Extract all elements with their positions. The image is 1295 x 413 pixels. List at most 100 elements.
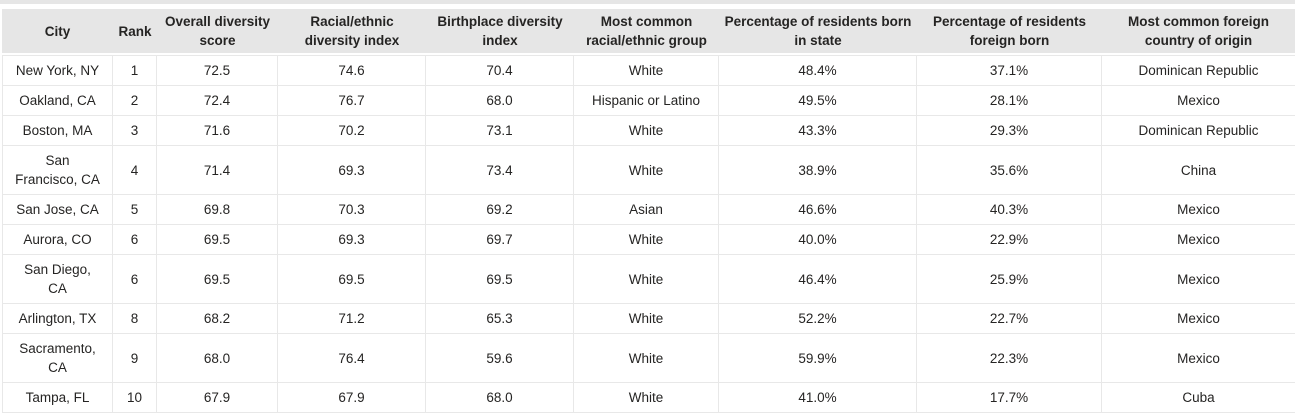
cell-birthplace-index: 73.1 — [426, 116, 574, 146]
cell-birthplace-index: 69.2 — [426, 195, 574, 225]
cell-pct-foreign-born: 17.7% — [917, 383, 1102, 413]
cell-rank: 1 — [113, 55, 157, 86]
cell-most-common-group: Asian — [574, 195, 719, 225]
column-header-overall-score[interactable]: Overall diversity score — [157, 9, 278, 55]
cell-pct-foreign-born: 29.3% — [917, 116, 1102, 146]
table-row: Tampa, FL 10 67.9 67.9 68.0 White 41.0% … — [2, 383, 1295, 413]
cell-city: Arlington, TX — [2, 304, 113, 334]
table-row: New York, NY 1 72.5 74.6 70.4 White 48.4… — [2, 55, 1295, 86]
city-diversity-table-visual: City Rank Overall diversity score Racial… — [2, 9, 1295, 413]
cell-most-common-group: White — [574, 146, 719, 195]
cell-city: Aurora, CO — [2, 225, 113, 255]
cell-rank: 9 — [113, 334, 157, 383]
cell-racial-ethnic-index: 76.4 — [278, 334, 426, 383]
cell-pct-foreign-born: 22.9% — [917, 225, 1102, 255]
table-row: Aurora, CO 6 69.5 69.3 69.7 White 40.0% … — [2, 225, 1295, 255]
cell-foreign-origin-country: Cuba — [1102, 383, 1295, 413]
header-row: City Rank Overall diversity score Racial… — [2, 9, 1295, 55]
cell-birthplace-index: 73.4 — [426, 146, 574, 195]
cell-rank: 8 — [113, 304, 157, 334]
cell-city: Oakland, CA — [2, 86, 113, 116]
cell-birthplace-index: 70.4 — [426, 55, 574, 86]
cell-foreign-origin-country: China — [1102, 146, 1295, 195]
cell-pct-foreign-born: 28.1% — [917, 86, 1102, 116]
column-header-rank[interactable]: Rank — [113, 9, 157, 55]
cell-most-common-group: White — [574, 304, 719, 334]
cell-birthplace-index: 59.6 — [426, 334, 574, 383]
cell-most-common-group: White — [574, 383, 719, 413]
cell-city: New York, NY — [2, 55, 113, 86]
table-row: Arlington, TX 8 68.2 71.2 65.3 White 52.… — [2, 304, 1295, 334]
cell-pct-born-in-state: 46.6% — [719, 195, 917, 225]
cell-foreign-origin-country: Mexico — [1102, 255, 1295, 304]
column-header-pct-foreign-born[interactable]: Percentage of residents foreign born — [917, 9, 1102, 55]
cell-pct-born-in-state: 59.9% — [719, 334, 917, 383]
cell-birthplace-index: 68.0 — [426, 86, 574, 116]
cell-pct-born-in-state: 46.4% — [719, 255, 917, 304]
cell-overall-score: 72.4 — [157, 86, 278, 116]
cell-overall-score: 69.5 — [157, 255, 278, 304]
cell-racial-ethnic-index: 67.9 — [278, 383, 426, 413]
cell-pct-born-in-state: 49.5% — [719, 86, 917, 116]
cell-pct-born-in-state: 38.9% — [719, 146, 917, 195]
table-row: San Diego, CA 6 69.5 69.5 69.5 White 46.… — [2, 255, 1295, 304]
cell-city: San Jose, CA — [2, 195, 113, 225]
cell-rank: 6 — [113, 225, 157, 255]
cell-pct-foreign-born: 40.3% — [917, 195, 1102, 225]
cell-most-common-group: White — [574, 255, 719, 304]
cell-pct-born-in-state: 40.0% — [719, 225, 917, 255]
cell-overall-score: 71.6 — [157, 116, 278, 146]
cell-racial-ethnic-index: 74.6 — [278, 55, 426, 86]
cell-most-common-group: White — [574, 334, 719, 383]
cell-racial-ethnic-index: 70.2 — [278, 116, 426, 146]
cell-overall-score: 72.5 — [157, 55, 278, 86]
cell-pct-born-in-state: 43.3% — [719, 116, 917, 146]
cell-city: Boston, MA — [2, 116, 113, 146]
cell-birthplace-index: 69.7 — [426, 225, 574, 255]
cell-pct-born-in-state: 52.2% — [719, 304, 917, 334]
cell-rank: 3 — [113, 116, 157, 146]
column-header-foreign-origin-country[interactable]: Most common foreign country of origin — [1102, 9, 1295, 55]
cell-pct-born-in-state: 41.0% — [719, 383, 917, 413]
cell-pct-foreign-born: 22.7% — [917, 304, 1102, 334]
cell-city: San Francisco, CA — [2, 146, 113, 195]
column-header-city[interactable]: City — [2, 9, 113, 55]
cell-racial-ethnic-index: 71.2 — [278, 304, 426, 334]
table-row: Sacramento, CA 9 68.0 76.4 59.6 White 59… — [2, 334, 1295, 383]
table-row: Oakland, CA 2 72.4 76.7 68.0 Hispanic or… — [2, 86, 1295, 116]
cell-city: Sacramento, CA — [2, 334, 113, 383]
column-header-pct-born-in-state[interactable]: Percentage of residents born in state — [719, 9, 917, 55]
cell-racial-ethnic-index: 70.3 — [278, 195, 426, 225]
cell-overall-score: 68.0 — [157, 334, 278, 383]
cell-city: Tampa, FL — [2, 383, 113, 413]
cell-foreign-origin-country: Mexico — [1102, 86, 1295, 116]
cell-most-common-group: Hispanic or Latino — [574, 86, 719, 116]
cell-foreign-origin-country: Dominican Republic — [1102, 55, 1295, 86]
top-edge-strip — [0, 0, 1295, 4]
cell-birthplace-index: 65.3 — [426, 304, 574, 334]
cell-overall-score: 69.5 — [157, 225, 278, 255]
cell-racial-ethnic-index: 69.3 — [278, 146, 426, 195]
cell-pct-foreign-born: 35.6% — [917, 146, 1102, 195]
cell-racial-ethnic-index: 69.5 — [278, 255, 426, 304]
cell-most-common-group: White — [574, 55, 719, 86]
cell-most-common-group: White — [574, 116, 719, 146]
column-header-birthplace-index[interactable]: Birthplace diversity index — [426, 9, 574, 55]
cell-foreign-origin-country: Mexico — [1102, 334, 1295, 383]
column-header-racial-ethnic-index[interactable]: Racial/ethnic diversity index — [278, 9, 426, 55]
cell-foreign-origin-country: Dominican Republic — [1102, 116, 1295, 146]
column-header-most-common-group[interactable]: Most common racial/ethnic group — [574, 9, 719, 55]
cell-rank: 5 — [113, 195, 157, 225]
cell-overall-score: 69.8 — [157, 195, 278, 225]
cell-rank: 4 — [113, 146, 157, 195]
cell-pct-foreign-born: 22.3% — [917, 334, 1102, 383]
cell-racial-ethnic-index: 76.7 — [278, 86, 426, 116]
table-row: San Francisco, CA 4 71.4 69.3 73.4 White… — [2, 146, 1295, 195]
cell-overall-score: 71.4 — [157, 146, 278, 195]
table-row: San Jose, CA 5 69.8 70.3 69.2 Asian 46.6… — [2, 195, 1295, 225]
cell-pct-born-in-state: 48.4% — [719, 55, 917, 86]
table-row: Boston, MA 3 71.6 70.2 73.1 White 43.3% … — [2, 116, 1295, 146]
cell-birthplace-index: 68.0 — [426, 383, 574, 413]
cell-foreign-origin-country: Mexico — [1102, 195, 1295, 225]
